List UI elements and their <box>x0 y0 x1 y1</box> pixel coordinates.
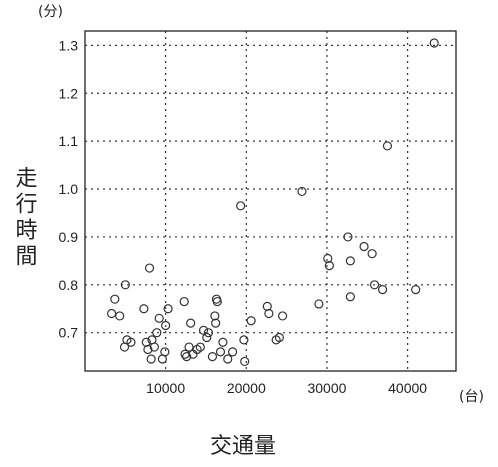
data-point <box>218 337 228 347</box>
data-point <box>203 328 213 338</box>
x-tick-label: 20000 <box>227 380 266 396</box>
y-tick-label: 1.3 <box>59 37 79 53</box>
data-point <box>210 311 220 321</box>
data-point <box>139 304 149 314</box>
data-point <box>163 304 173 314</box>
data-point <box>239 335 249 345</box>
data-point <box>202 332 212 343</box>
y-tick-label: 0.8 <box>59 277 79 293</box>
data-point <box>345 292 355 302</box>
data-point <box>160 347 170 357</box>
data-point <box>179 296 189 307</box>
plot-frame <box>84 30 457 372</box>
data-point <box>207 352 218 362</box>
y-tick-label: 0.7 <box>59 325 79 341</box>
data-point <box>152 328 162 338</box>
x-tick-label: 30000 <box>307 380 346 396</box>
data-points <box>107 38 439 367</box>
data-point <box>378 284 388 295</box>
data-point <box>223 354 233 364</box>
data-point <box>345 256 355 266</box>
data-point <box>236 201 246 211</box>
data-point <box>120 280 130 290</box>
data-point <box>184 342 194 352</box>
x-unit-label: (台) <box>459 389 484 405</box>
data-point <box>227 347 238 357</box>
data-point <box>246 316 256 326</box>
data-point <box>240 356 250 367</box>
data-point <box>110 294 120 304</box>
data-point <box>182 352 192 362</box>
x-tick-label: 10000 <box>146 380 185 396</box>
data-point <box>146 354 156 364</box>
y-unit-label: (分) <box>38 4 63 20</box>
data-point <box>186 318 196 328</box>
data-point <box>429 38 439 48</box>
data-point <box>264 308 274 319</box>
grid-lines <box>85 31 456 371</box>
data-point <box>274 332 284 343</box>
data-point <box>212 296 222 307</box>
data-point <box>161 320 171 331</box>
data-point <box>369 280 380 290</box>
data-point <box>149 342 159 352</box>
data-point <box>367 249 377 259</box>
y-tick-label: 1.2 <box>59 85 79 101</box>
x-axis-title: 交通量 <box>210 434 276 459</box>
x-tick-labels: 10000 20000 30000 40000 <box>146 380 427 396</box>
data-point <box>154 313 164 323</box>
y-tick-label: 0.9 <box>59 229 79 245</box>
y-tick-label: 1.0 <box>59 181 79 197</box>
data-point <box>195 342 205 352</box>
y-axis-title: 走行時間 <box>12 166 38 270</box>
data-point <box>115 311 125 321</box>
data-point <box>359 241 369 252</box>
data-point <box>324 261 334 271</box>
data-point <box>297 186 307 197</box>
data-point <box>211 318 221 328</box>
data-point <box>107 308 117 319</box>
data-point <box>215 347 226 357</box>
x-tick-label: 40000 <box>388 380 427 396</box>
y-tick-labels: 0.7 0.8 0.9 1.0 1.1 1.2 1.3 <box>59 37 79 340</box>
data-point <box>382 141 393 151</box>
y-tick-label: 1.1 <box>59 133 79 149</box>
data-point <box>411 284 421 295</box>
data-point <box>277 311 288 321</box>
data-point <box>343 232 353 242</box>
data-point <box>144 263 155 273</box>
data-point <box>143 344 153 355</box>
data-point <box>314 299 324 309</box>
data-point <box>126 337 136 347</box>
